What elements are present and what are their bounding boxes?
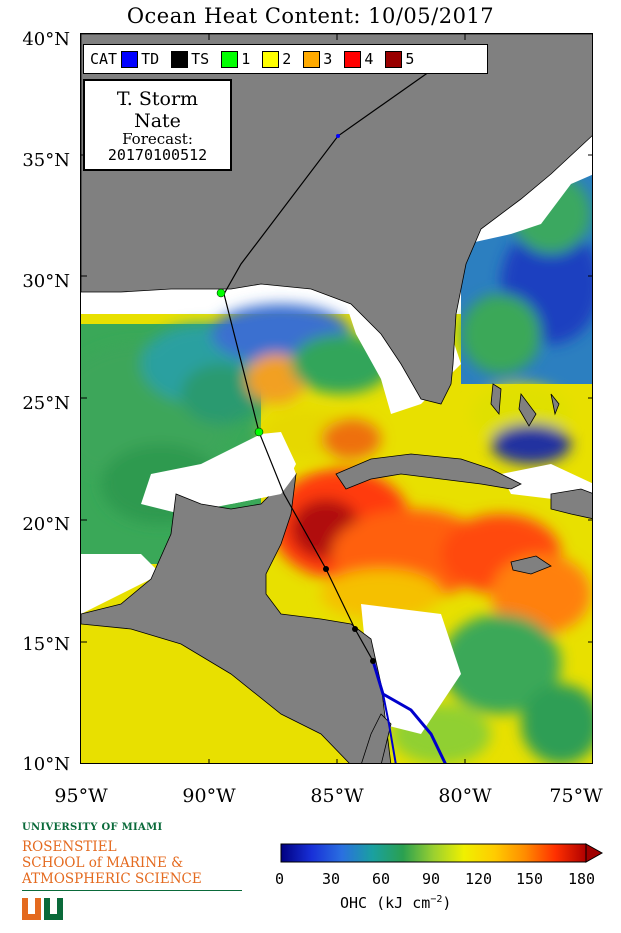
colorbar-label: OHC (kJ cm−2) — [340, 894, 451, 912]
lat-label-25: 25°N — [22, 393, 70, 414]
track-point — [352, 626, 358, 632]
lon-label-85: 85°W — [310, 785, 364, 807]
legend-swatch-td — [121, 50, 139, 68]
legend-item-cat4: 4 — [344, 50, 373, 68]
legend-item-cat5: 5 — [385, 50, 414, 68]
legend-label-cat5: 5 — [405, 50, 415, 68]
storm-type: T. Storm — [116, 88, 199, 110]
lat-label-20: 20°N — [22, 514, 70, 535]
colorbar-tick-30: 30 — [322, 870, 341, 888]
legend-swatch-ts — [171, 50, 189, 68]
track-point — [323, 566, 329, 572]
colorbar-label-exp: −2 — [430, 894, 443, 905]
chart-title: Ocean Heat Content: 10/05/2017 — [126, 4, 495, 28]
track-point — [370, 658, 376, 664]
lon-label-90: 90°W — [182, 785, 236, 807]
forecast-label: Forecast: — [122, 130, 193, 148]
storm-name: Nate — [134, 110, 181, 132]
legend-swatch-cat3 — [303, 50, 321, 68]
legend-swatch-cat1 — [221, 50, 239, 68]
legend-item-td: TD — [121, 50, 159, 68]
school-name: ROSENSTIEL SCHOOL of MARINE & ATMOSPHERI… — [22, 839, 244, 887]
colorbar-label-text: OHC (kJ cm — [340, 894, 431, 912]
lon-label-75: 75°W — [549, 785, 603, 807]
u-logo-icon — [22, 896, 244, 926]
colorbar-tick-120: 120 — [465, 870, 493, 888]
legend-label-cat2: 2 — [282, 50, 292, 68]
colorbar-tick-90: 90 — [422, 870, 441, 888]
track-point-ts — [254, 427, 264, 437]
legend-label-ts: TS — [191, 50, 210, 68]
lon-label-95: 95°W — [54, 785, 108, 807]
school-line-2: SCHOOL of MARINE & — [22, 855, 184, 871]
university-name: UNIVERSITY OF MIAMI — [22, 822, 163, 833]
forecast-id: 20170100512 — [107, 146, 208, 164]
colorbar-svg — [280, 843, 604, 863]
legend-label-cat4: 4 — [364, 50, 374, 68]
track-point-ts — [216, 288, 226, 298]
lat-label-10: 10°N — [22, 754, 70, 775]
logo-divider — [22, 890, 242, 891]
lon-label-80: 80°W — [438, 785, 492, 807]
colorbar-tick-180: 180 — [568, 870, 596, 888]
legend-swatch-cat5 — [385, 50, 403, 68]
legend-item-ts: TS — [171, 50, 209, 68]
colorbar-tick-150: 150 — [516, 870, 544, 888]
legend-item-cat2: 2 — [262, 50, 291, 68]
colorbar-tick-0: 0 — [275, 870, 285, 888]
ohc-field — [81, 154, 592, 763]
legend-item-cat3: 3 — [303, 50, 332, 68]
track-points — [216, 134, 376, 664]
legend-swatch-cat2 — [262, 50, 280, 68]
category-legend: CAT TD TS 1 2 3 4 5 — [83, 44, 488, 74]
rsmas-logo: UNIVERSITY OF MIAMI ROSENSTIEL SCHOOL of… — [22, 822, 244, 926]
legend-swatch-cat4 — [344, 50, 362, 68]
legend-label-cat3: 3 — [323, 50, 333, 68]
colorbar — [280, 843, 605, 869]
school-line-1: ROSENSTIEL — [22, 839, 117, 855]
lat-label-15: 15°N — [22, 634, 70, 655]
storm-info-box: T. Storm Nate Forecast: 20170100512 — [83, 79, 232, 171]
legend-cat-label: CAT — [90, 50, 118, 68]
legend-item-cat1: 1 — [221, 50, 250, 68]
lat-label-30: 30°N — [22, 271, 70, 292]
colorbar-label-close: ) — [442, 894, 452, 912]
lat-label-40: 40°N — [22, 29, 70, 50]
track-point-td — [336, 134, 340, 138]
school-line-3: ATMOSPHERIC SCIENCE — [22, 871, 202, 887]
legend-label-cat1: 1 — [241, 50, 251, 68]
legend-label-td: TD — [141, 50, 160, 68]
colorbar-tick-60: 60 — [372, 870, 391, 888]
lat-label-35: 35°N — [22, 150, 70, 171]
